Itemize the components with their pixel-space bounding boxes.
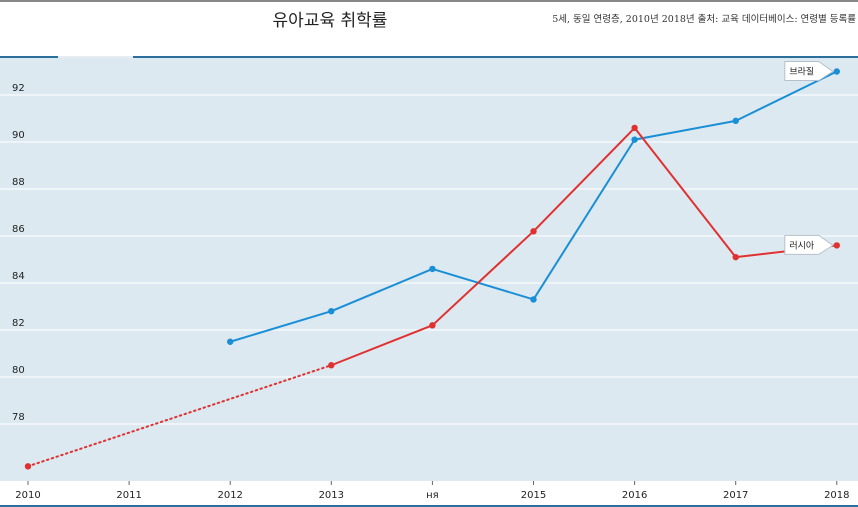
data-point-2013: [328, 308, 335, 315]
series-segment: [330, 267, 434, 313]
series-segment: [633, 126, 737, 259]
x-tick-label-2012: 2012: [217, 490, 242, 501]
series-segment: [27, 364, 333, 468]
chart-title: 유아교육 취학률: [272, 11, 388, 31]
y-tick-label-90: 90: [12, 130, 25, 141]
series-segment: [229, 310, 333, 343]
data-point-2016: [631, 124, 638, 132]
series-label-box: [784, 61, 834, 81]
data-point-2014: [429, 265, 436, 273]
top-border: [0, 0, 858, 2]
x-tick-label-2014: ня: [426, 490, 439, 501]
series-segment: [330, 324, 434, 367]
series-segment: [633, 119, 737, 141]
series-label-box: [784, 234, 834, 255]
series-segment: [431, 267, 535, 301]
series-2: [24, 124, 840, 470]
data-point-2015: [530, 228, 537, 235]
series-segment: [532, 126, 636, 233]
header-tab-gap: [58, 56, 133, 59]
x-tick-label-2010: 2010: [15, 490, 40, 501]
series-label-1: 브라질: [789, 66, 814, 78]
data-point-2018: [833, 242, 840, 249]
y-tick-label-92: 92: [12, 83, 25, 94]
data-point-2015: [530, 296, 537, 303]
y-tick-label-84: 84: [12, 271, 25, 282]
gridlines: [0, 94, 858, 425]
series-segment: [532, 138, 636, 301]
y-tick-label-80: 80: [12, 365, 25, 376]
data-point-2010: [24, 463, 32, 470]
data-point-2014: [429, 322, 436, 329]
x-tick-label-2011: 2011: [116, 490, 141, 501]
y-tick-label-86: 86: [12, 224, 25, 235]
y-tick-label-78: 78: [12, 412, 25, 423]
chart-subtitle: 5세, 동일 연령층, 2010년 2018년 출처: 교육 데이터베이스: 연…: [552, 14, 856, 25]
x-tick-label-2013: 2013: [319, 490, 344, 501]
series-segment: [431, 230, 535, 327]
bottom-border: [0, 505, 858, 507]
y-axis-ticks: 78 80 82 84 86 88 90 92: [12, 83, 25, 423]
y-tick-label-88: 88: [12, 177, 25, 188]
x-tick-label-2015: 2015: [521, 490, 546, 501]
data-point-2017: [732, 117, 739, 125]
y-tick-label-82: 82: [12, 318, 25, 329]
data-point-2013: [328, 362, 335, 369]
x-tick-label-2018: 2018: [824, 490, 849, 501]
series-label-2: 러시아: [789, 240, 815, 251]
data-point-2018: [833, 68, 840, 75]
x-axis-ticks: 2010 2011 2012 2013 ня 2015 2016 2017 2018: [15, 481, 850, 501]
series-layer: [24, 68, 840, 470]
data-point-2017: [732, 253, 739, 261]
x-tick-label-2017: 2017: [723, 490, 748, 501]
data-point-2016: [631, 136, 638, 143]
header-divider: [0, 56, 858, 58]
data-point-2012: [227, 338, 234, 345]
x-tick-label-2016: 2016: [622, 490, 647, 501]
